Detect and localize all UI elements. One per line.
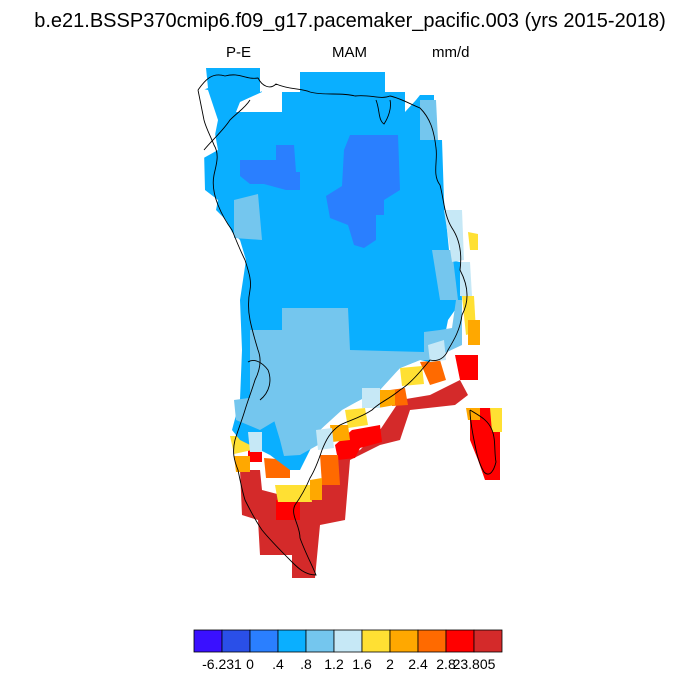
colorbar-swatch <box>417 629 447 653</box>
region-amber-1 <box>234 456 250 472</box>
region-paleblue-6 <box>316 428 334 450</box>
colorbar-swatch <box>333 629 363 653</box>
colorbar-swatch <box>193 629 223 653</box>
region-paleblue-4 <box>362 388 380 408</box>
colorbar-swatch <box>389 629 419 653</box>
colorbar-tick-label: 2.4 <box>408 656 428 672</box>
ocean-gap-3 <box>198 128 218 160</box>
region-lightblue-1 <box>250 300 462 456</box>
colorbar-swatch <box>277 629 307 653</box>
variable-label: P-E <box>226 44 252 61</box>
colorbar-swatch <box>305 629 335 653</box>
region-paleblue-3 <box>428 340 446 362</box>
region-amber-2 <box>310 478 322 500</box>
region-lightblue-4 <box>432 250 458 300</box>
colorbar-swatch <box>473 629 503 653</box>
units-label: mm/d <box>432 44 470 61</box>
figure-title: b.e21.BSSP370cmip6.f09_g17.pacemaker_pac… <box>34 10 666 32</box>
colorbar-swatch <box>445 629 475 653</box>
colorbar-swatch <box>221 629 251 653</box>
colorbar-swatch <box>361 629 391 653</box>
colorbar-tick-label: 2.8 <box>436 656 456 672</box>
colorbar-tick-label: 23.805 <box>452 656 496 672</box>
colorbar-tick-label: 0 <box>246 656 254 672</box>
region-red-2 <box>335 425 382 460</box>
colorbar-swatch <box>249 629 279 653</box>
region-yellow-2 <box>275 485 312 502</box>
region-orange-1 <box>420 360 446 385</box>
colorbar <box>193 629 503 653</box>
ocean-gap-1 <box>260 68 268 92</box>
region-paleblue-5 <box>248 432 262 452</box>
region-yellow-3 <box>400 366 424 386</box>
region-yellow-6 <box>490 408 502 432</box>
region-lightblue-5 <box>234 395 280 430</box>
colorbar-tick-label: .4 <box>272 656 284 672</box>
season-label: MAM <box>332 44 367 61</box>
region-orange-2 <box>320 455 340 485</box>
colorbar-tick-label: 1.6 <box>352 656 372 672</box>
region-darkblue-1 <box>240 145 300 190</box>
region-red-1 <box>455 355 478 380</box>
colorbar-tick-label: 2 <box>386 656 394 672</box>
region-amber-4 <box>468 320 480 345</box>
region-lightblue-2 <box>234 194 262 240</box>
colorbar-tick-label: -6.231 <box>202 656 242 672</box>
colorbar-tick-label: 1.2 <box>324 656 344 672</box>
region-amber-6 <box>466 408 480 420</box>
region-paleblue-2 <box>460 262 472 296</box>
region-dark-red <box>240 380 468 578</box>
coastline <box>197 74 497 576</box>
region-yellow-5 <box>468 232 478 250</box>
region-darkblue-2 <box>326 135 400 248</box>
colorbar-tick-label: .8 <box>300 656 312 672</box>
